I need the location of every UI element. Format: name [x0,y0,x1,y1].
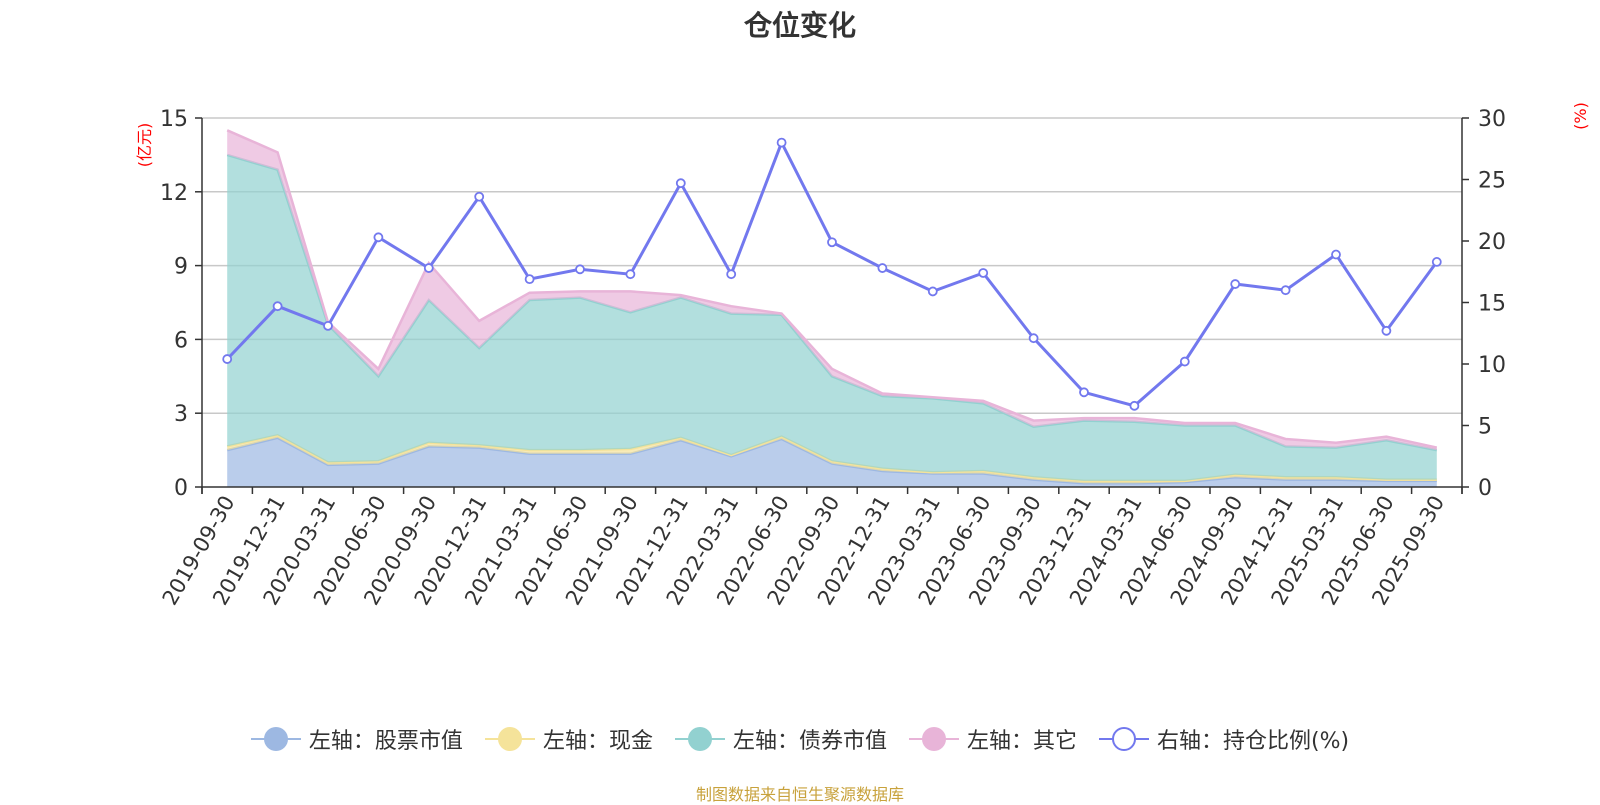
right-tick-label: 5 [1478,415,1492,440]
ratio-point [827,237,837,248]
right-axis-unit: (%) [1571,102,1590,130]
right-tick-label: 25 [1478,169,1506,194]
ratio-line [222,137,1442,411]
left-tick-label: 12 [160,181,188,206]
left-axis-unit: (亿元) [135,123,154,168]
legend-swatch [250,727,301,751]
ratio-point [1028,333,1039,344]
area-2 [227,435,1437,484]
right-tick-label: 15 [1478,292,1506,317]
legend-swatch [674,727,725,751]
legend-label: 左轴：其它 [966,729,1077,754]
left-tick-label: 3 [174,402,188,427]
ratio-point [524,274,535,285]
ratio-point [423,263,434,273]
legend-label: 左轴：现金 [542,729,653,754]
ratio-point [978,268,989,278]
ratio-point [675,178,686,189]
ratio-point [1230,279,1241,289]
ratio-point [1079,387,1089,398]
ratio-point [1431,257,1442,267]
legend-swatch [1098,727,1149,751]
ratio-point [776,137,787,148]
ratio-point [323,320,333,331]
ratio-point [272,301,283,312]
ratio-point [1331,249,1341,260]
ratio-point [474,191,485,202]
right-tick-label: 10 [1478,353,1506,378]
ratio-point [625,269,636,280]
ratio-point [726,269,737,280]
stacked-areas [226,129,1438,487]
chart-title: 仓位变化 [743,9,856,42]
ratio-point [1280,285,1291,296]
right-tick-label: 0 [1478,476,1492,501]
ratio-point [1129,400,1140,411]
legend-label: 左轴：股票市值 [308,729,463,754]
left-tick-label: 9 [174,255,188,280]
legend-item[interactable]: 右轴：持仓比例(%) [1098,723,1350,755]
legend: 左轴：股票市值 左轴：现金 左轴：债券市值 左轴：其它 右轴：持仓比例(%) [0,723,1600,755]
legend-item[interactable]: 左轴：债券市值 [674,723,887,755]
ratio-point [1381,325,1392,336]
left-tick-label: 15 [160,107,188,132]
legend-swatch [484,727,535,751]
legend-label: 右轴：持仓比例(%) [1156,729,1350,754]
left-tick-label: 6 [174,328,188,353]
legend-label: 左轴：债券市值 [732,729,887,754]
left-tick-label: 0 [174,476,188,501]
ratio-point [927,286,938,297]
ratio-point [575,264,585,275]
area-1 [227,437,1437,487]
source-note: 制图数据来自恒生聚源数据库 [695,785,904,804]
ratio-point [877,263,888,273]
legend-item[interactable]: 左轴：其它 [908,723,1077,755]
right-tick-label: 20 [1478,230,1506,255]
ratio-point [373,232,384,243]
area-edge-4 [226,129,1438,449]
area-3 [227,154,1437,481]
legend-item[interactable]: 左轴：股票市值 [250,723,463,755]
ratio-point [222,354,233,364]
legend-item[interactable]: 左轴：现金 [484,723,653,755]
right-tick-label: 30 [1478,107,1506,132]
legend-swatch [908,727,959,751]
ratio-point [1179,356,1190,367]
